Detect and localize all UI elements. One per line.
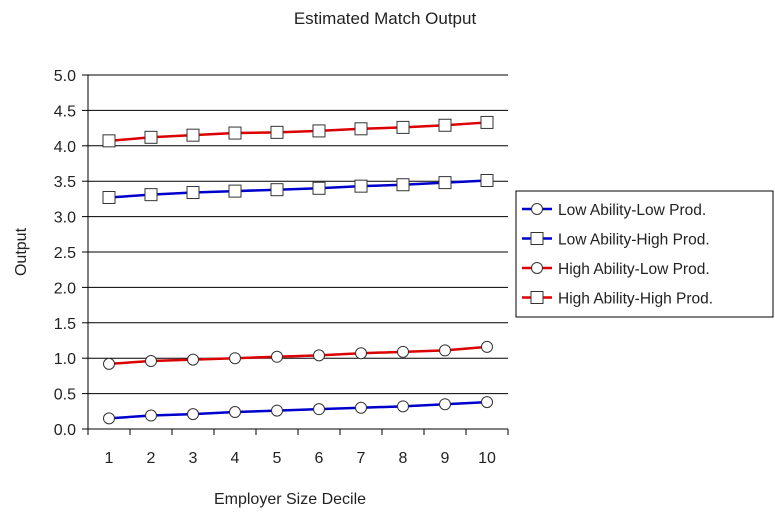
y-tick-label: 5.0 [54, 68, 76, 85]
x-tick-label: 9 [441, 450, 450, 467]
data-point [144, 130, 158, 144]
data-point [396, 120, 410, 134]
legend-label: Low Ability-High Prod. [558, 232, 710, 249]
data-point [144, 188, 158, 202]
data-point [355, 401, 367, 414]
legend-marker [531, 203, 543, 215]
x-tick-label: 5 [273, 450, 282, 467]
series-line [108, 400, 488, 420]
gridlines [88, 74, 508, 395]
x-tick-label: 1 [105, 450, 114, 467]
legend-item: Low Ability-High Prod. [522, 232, 710, 249]
data-point [355, 347, 367, 360]
series-line [108, 121, 488, 143]
data-point [313, 349, 325, 362]
legend: Low Ability-Low Prod. Low Ability-High Pr… [515, 190, 774, 318]
legend-item: Low Ability-Low Prod. [522, 202, 706, 219]
chart-title: Estimated Match Output [294, 9, 477, 28]
series-2 [102, 173, 494, 204]
data-point [186, 186, 200, 200]
data-point [481, 340, 493, 353]
data-point [480, 173, 494, 187]
axes: 0.0 0.5 1.0 1.5 2.0 2.5 3.0 3.5 4.0 4.5 5.0 1 2 3 4 5 6 7… [54, 68, 509, 467]
legend-marker [530, 291, 544, 304]
x-tick-label: 7 [357, 450, 366, 467]
data-point [228, 184, 242, 198]
series-4 [102, 115, 494, 148]
x-tick-label: 8 [399, 450, 408, 467]
series-3 [103, 340, 493, 370]
data-point [480, 115, 494, 129]
x-tick-label: 10 [478, 450, 496, 467]
y-axis-label: Output [13, 227, 30, 276]
data-point [354, 122, 368, 136]
data-point [439, 398, 451, 411]
data-point [396, 178, 410, 192]
y-tick-label: 2.5 [54, 245, 76, 262]
data-point [187, 353, 199, 366]
legend-label: High Ability-High Prod. [558, 291, 713, 308]
y-tick-label: 1.5 [54, 316, 76, 333]
data-point [312, 181, 326, 195]
y-tick-label: 2.0 [54, 280, 76, 297]
data-point [438, 118, 452, 132]
legend-marker [530, 232, 544, 245]
data-point [271, 404, 283, 417]
series-line [108, 179, 488, 199]
y-tick-label: 1.0 [54, 351, 76, 368]
x-tick-label: 4 [231, 450, 240, 467]
x-tick-label: 2 [147, 450, 156, 467]
y-tick-label: 0.5 [54, 387, 76, 404]
data-point [397, 400, 409, 413]
y-tick-label: 3.5 [54, 174, 76, 191]
data-point [229, 352, 241, 365]
data-point [270, 125, 284, 139]
data-point [187, 408, 199, 421]
x-tick-label: 6 [315, 450, 324, 467]
legend-label: High Ability-Low Prod. [558, 261, 710, 278]
data-point [313, 403, 325, 416]
data-point [102, 134, 116, 148]
data-point [354, 179, 368, 193]
y-tick-label: 3.0 [54, 210, 76, 227]
data-point [481, 396, 493, 409]
data-point [271, 350, 283, 363]
legend-label: Low Ability-Low Prod. [558, 202, 706, 219]
series-lines [102, 115, 494, 425]
data-point [103, 357, 115, 370]
legend-item: High Ability-High Prod. [522, 291, 713, 308]
data-point [397, 345, 409, 358]
y-tick-label: 4.5 [54, 103, 76, 120]
data-point [145, 355, 157, 368]
series-line [108, 345, 488, 366]
series-1 [103, 396, 493, 425]
legend-item: High Ability-Low Prod. [522, 261, 710, 278]
data-point [439, 344, 451, 357]
y-tick-label: 0.0 [54, 422, 76, 439]
data-point [102, 190, 116, 204]
data-point [103, 412, 115, 425]
data-point [438, 176, 452, 190]
legend-marker [531, 262, 543, 274]
y-tick-label: 4.0 [54, 139, 76, 156]
x-tick-label: 3 [189, 450, 198, 467]
data-point [312, 124, 326, 138]
legend-box [515, 190, 774, 318]
data-point [145, 409, 157, 422]
data-point [229, 406, 241, 419]
data-point [228, 126, 242, 140]
data-point [270, 183, 284, 197]
data-point [186, 128, 200, 142]
x-axis-label: Employer Size Decile [214, 491, 366, 508]
